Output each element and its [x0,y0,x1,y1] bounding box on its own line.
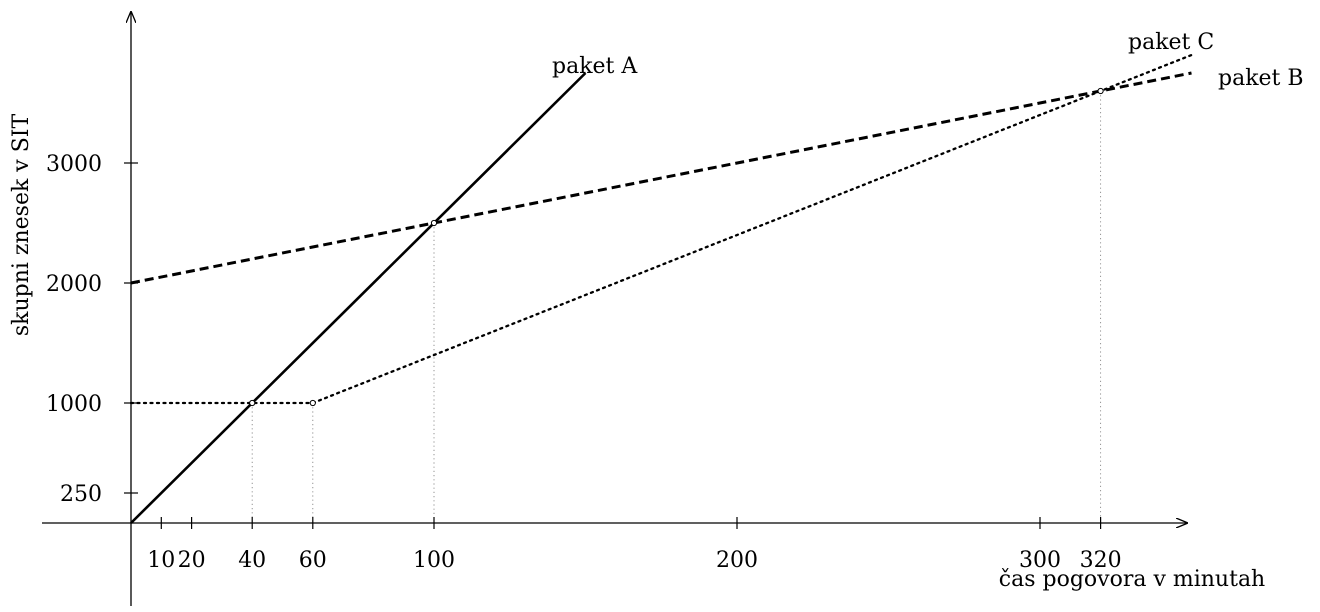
y-axis-title: skupni znesek v SIT [9,114,34,337]
y-tick-label: 3000 [46,152,102,177]
x-ticks: 10 20 40 60 100 200 300 320 [147,517,1122,573]
series-label-paket-c: paket C [1128,30,1214,55]
marked-point [309,399,316,407]
marked-point [249,399,256,407]
series [129,53,1193,524]
series-label-paket-b: paket B [1218,66,1304,91]
marked-point [430,219,438,227]
y-tick-label: 2000 [46,272,102,297]
y-tick-label: 1000 [46,392,102,417]
x-tick-label: 100 [413,548,455,573]
series-line-paket-a [130,72,587,524]
marked-point [1097,87,1104,95]
x-axis-title: čas pogovora v minutah [999,567,1265,592]
x-tick-label: 40 [238,548,266,573]
x-tick-label: 60 [299,548,327,573]
x-tick-label: 320 [1080,548,1122,573]
y-ticks: 250 1000 2000 3000 [46,152,138,507]
x-tick-label: 20 [178,548,206,573]
x-tick-label: 300 [1019,548,1061,573]
y-tick-label: 250 [60,482,102,507]
x-tick-label: 200 [716,548,758,573]
series-line-paket-c [129,53,1193,405]
series-label-paket-a: paket A [552,54,638,79]
marked-points [249,87,1104,407]
series-line-paket-b [130,71,1192,285]
guide-lines [251,91,1102,523]
x-tick-label: 10 [147,548,175,573]
